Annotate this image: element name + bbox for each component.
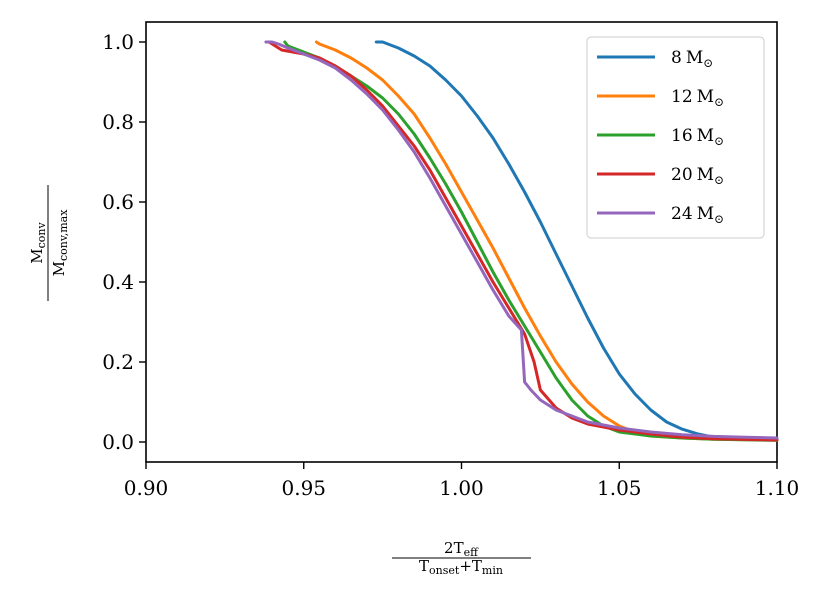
legend-label-8-msun: 8 M⊙ bbox=[671, 48, 713, 70]
y-axis-label: Mconv Mconv,max bbox=[28, 185, 70, 301]
x-tick-label: 0.95 bbox=[281, 476, 326, 500]
y-tick-label: 0.4 bbox=[102, 270, 134, 294]
legend-label-20-msun: 20 M⊙ bbox=[671, 165, 724, 187]
legend: 8 M⊙ 12 M⊙ 16 M⊙ 20 M⊙ 24 M⊙ bbox=[586, 36, 765, 239]
x-tick-label: 1.10 bbox=[755, 476, 800, 500]
x-axis-ticks: 0.90 0.95 1.00 1.05 1.10 bbox=[124, 462, 800, 500]
x-tick-label: 1.00 bbox=[439, 476, 484, 500]
y-axis-ticks: 0.0 0.2 0.4 0.6 0.8 1.0 bbox=[102, 30, 146, 454]
series-line-8-msun bbox=[374, 40, 779, 441]
x-tick-label: 0.90 bbox=[124, 476, 169, 500]
series-line-20-msun bbox=[267, 40, 779, 442]
x-tick-label: 1.05 bbox=[597, 476, 642, 500]
series-line-24-msun bbox=[264, 40, 779, 440]
x-axis-label: 2Teff Tonset+Tmin bbox=[392, 539, 531, 577]
legend-items: 8 M⊙ 12 M⊙ 16 M⊙ 20 M⊙ 24 M⊙ bbox=[597, 48, 724, 226]
legend-label-16-msun: 16 M⊙ bbox=[671, 126, 724, 148]
series-layer bbox=[264, 40, 779, 442]
y-tick-label: 0.2 bbox=[102, 350, 134, 374]
legend-label-24-msun: 24 M⊙ bbox=[671, 204, 724, 226]
y-axis-label-numerator: Mconv bbox=[28, 221, 48, 263]
x-axis-label-denominator: Tonset+Tmin bbox=[419, 557, 503, 577]
y-tick-label: 0.0 bbox=[102, 430, 134, 454]
y-tick-label: 0.6 bbox=[102, 190, 134, 214]
legend-label-12-msun: 12 M⊙ bbox=[671, 87, 724, 109]
legend-box bbox=[586, 36, 765, 239]
y-tick-label: 0.8 bbox=[102, 110, 134, 134]
y-axis-label-denominator: Mconv,max bbox=[50, 209, 70, 277]
y-tick-label: 1.0 bbox=[102, 30, 134, 54]
x-axis-label-numerator: 2Teff bbox=[444, 539, 479, 559]
